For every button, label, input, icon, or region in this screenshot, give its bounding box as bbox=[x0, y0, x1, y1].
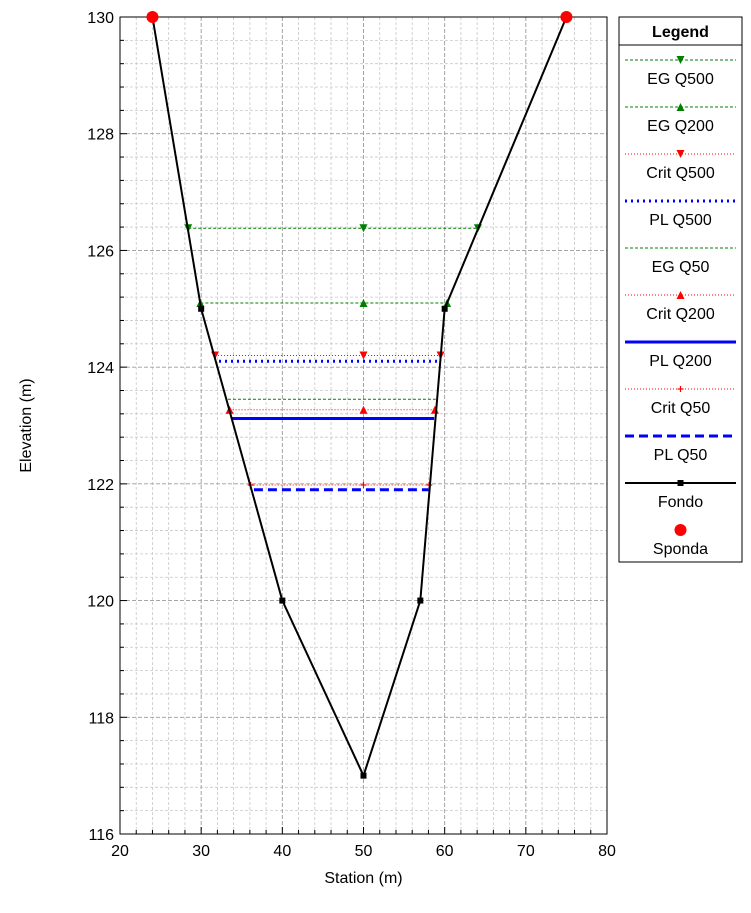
series-fondo bbox=[151, 16, 568, 779]
data-point-fondo bbox=[417, 597, 424, 604]
x-tick-label: 20 bbox=[111, 843, 129, 860]
series-crit-q50 bbox=[247, 482, 433, 489]
legend-entry-sponda: Sponda bbox=[653, 524, 708, 558]
legend-entry-pl-q200: PL Q200 bbox=[625, 340, 736, 370]
legend-label: PL Q50 bbox=[654, 447, 708, 464]
x-tick-labels: 20 30 40 50 60 70 80 bbox=[111, 843, 616, 860]
legend-swatch-marker bbox=[676, 103, 685, 111]
series-crit-q200 bbox=[225, 405, 439, 414]
y-tick-label: 120 bbox=[87, 594, 114, 611]
y-axis-title: Elevation (m) bbox=[18, 378, 35, 472]
legend-swatch-marker bbox=[677, 386, 684, 392]
legend-entry-pl-q500: PL Q500 bbox=[625, 199, 736, 229]
legend-entry-crit-q500: Crit Q500 bbox=[625, 150, 736, 182]
major-gridlines bbox=[119, 16, 608, 835]
data-point-crit-q500 bbox=[359, 351, 368, 360]
series-sponda bbox=[146, 11, 573, 23]
legend-swatch-marker bbox=[674, 524, 687, 536]
legend-entry-crit-q50: Crit Q50 bbox=[625, 386, 736, 417]
x-axis-title: Station (m) bbox=[324, 870, 402, 887]
y-tick-label: 118 bbox=[88, 710, 114, 727]
legend-entry-pl-q50: PL Q50 bbox=[625, 434, 736, 464]
legend-swatch-marker bbox=[676, 291, 685, 299]
data-point-eg-q200 bbox=[359, 298, 368, 307]
legend-entries: EG Q500 EG Q200 Crit Q500 PL Q500 EG Q50 Crit… bbox=[625, 56, 736, 558]
data-point-crit-q50 bbox=[360, 482, 367, 489]
data-point-eg-q500 bbox=[359, 224, 368, 233]
legend-swatch-marker bbox=[677, 480, 684, 486]
y-tick-label: 130 bbox=[87, 10, 114, 27]
series-crit-q500 bbox=[210, 351, 445, 360]
data-point-sponda bbox=[146, 11, 159, 23]
data-point-fondo bbox=[441, 305, 448, 312]
legend-label: EG Q50 bbox=[652, 259, 710, 276]
legend-entry-fondo: Fondo bbox=[625, 480, 736, 511]
x-tick-label: 30 bbox=[192, 843, 210, 860]
legend-label: Crit Q500 bbox=[646, 165, 715, 182]
y-tick-label: 126 bbox=[87, 243, 114, 260]
data-point-crit-q200 bbox=[430, 405, 439, 414]
legend-entry-eg-q200: EG Q200 bbox=[625, 103, 736, 135]
legend-label: Sponda bbox=[653, 541, 708, 558]
y-tick-label: 122 bbox=[87, 477, 114, 494]
x-tick-label: 60 bbox=[436, 843, 454, 860]
series-line-fondo bbox=[151, 16, 568, 777]
legend-label: Crit Q200 bbox=[646, 306, 715, 323]
data-point-fondo bbox=[360, 772, 367, 779]
data-point-sponda bbox=[560, 11, 573, 23]
series-layer bbox=[146, 11, 573, 779]
legend-label: EG Q500 bbox=[647, 71, 714, 88]
legend-swatch-marker bbox=[676, 56, 685, 64]
axis-ticks bbox=[119, 16, 608, 835]
x-tick-label: 70 bbox=[517, 843, 535, 860]
y-tick-labels: 116 118 120 122 124 126 128 130 bbox=[87, 10, 114, 844]
legend-entry-eg-q500: EG Q500 bbox=[625, 56, 736, 88]
data-point-crit-q200 bbox=[359, 405, 368, 414]
legend-label: Crit Q50 bbox=[651, 400, 711, 417]
legend-label: PL Q500 bbox=[649, 212, 712, 229]
y-tick-label: 128 bbox=[87, 127, 114, 144]
legend-label: PL Q200 bbox=[649, 353, 712, 370]
legend-swatch-marker bbox=[676, 150, 685, 158]
legend-title: Legend bbox=[652, 24, 709, 41]
series-eg-q200 bbox=[196, 298, 452, 307]
data-point-fondo bbox=[279, 597, 286, 604]
legend-label: Fondo bbox=[658, 494, 703, 511]
x-tick-label: 80 bbox=[598, 843, 616, 860]
x-tick-label: 40 bbox=[273, 843, 291, 860]
y-tick-label: 116 bbox=[88, 827, 114, 844]
series-eg-q500 bbox=[184, 224, 482, 233]
y-tick-label: 124 bbox=[87, 360, 114, 377]
data-point-fondo bbox=[198, 305, 205, 312]
x-tick-label: 50 bbox=[355, 843, 373, 860]
legend-label: EG Q200 bbox=[647, 118, 714, 135]
legend-entry-crit-q200: Crit Q200 bbox=[625, 291, 736, 323]
legend-entry-eg-q50: EG Q50 bbox=[625, 247, 736, 276]
